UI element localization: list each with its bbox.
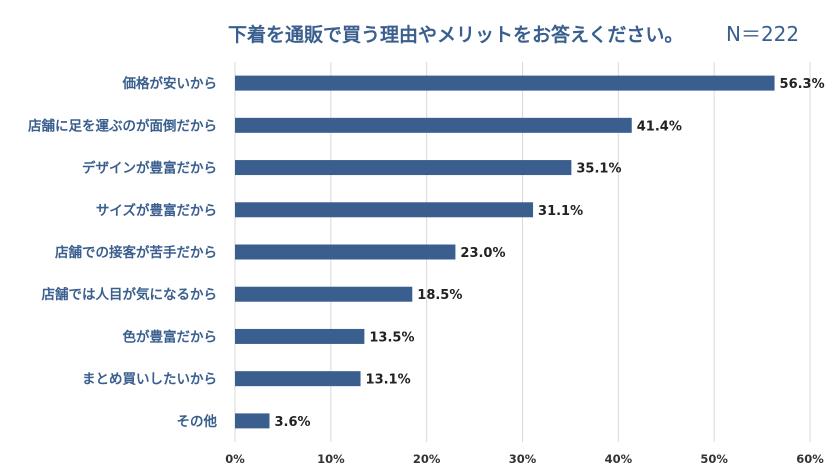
category-label: デザインが豊富だから bbox=[82, 160, 217, 177]
value-label: 31.1% bbox=[538, 204, 583, 219]
x-tick-label: 20% bbox=[413, 452, 441, 466]
value-label: 41.4% bbox=[637, 119, 682, 134]
x-tick-label: 10% bbox=[317, 452, 345, 466]
category-label: 店舗では人目が気になるから bbox=[42, 286, 218, 303]
bar bbox=[235, 371, 361, 387]
category-label: 色が豊富だから bbox=[123, 328, 218, 345]
bar bbox=[235, 202, 534, 218]
category-label: 価格が安いから bbox=[122, 75, 218, 92]
x-tick-label: 0% bbox=[225, 452, 245, 466]
bar bbox=[235, 75, 775, 91]
chart-title: 下着を通販で買う理由やメリットをお答えください。 bbox=[228, 24, 684, 46]
bar bbox=[235, 286, 413, 302]
category-label: その他 bbox=[177, 413, 218, 430]
sample-size: N＝222 bbox=[726, 22, 800, 46]
category-labels: 価格が安いから店舗に足を運ぶのが面倒だからデザインが豊富だからサイズが豊富だから… bbox=[28, 75, 217, 430]
x-tick-label: 40% bbox=[605, 452, 633, 466]
bar bbox=[235, 328, 365, 344]
value-label: 56.3% bbox=[780, 77, 825, 92]
category-label: サイズが豊富だから bbox=[96, 202, 217, 219]
value-label: 3.6% bbox=[275, 415, 311, 430]
bars bbox=[235, 75, 775, 429]
bar bbox=[235, 413, 270, 429]
value-label: 18.5% bbox=[417, 288, 462, 303]
category-label: 店舗に足を運ぶのが面倒だから bbox=[28, 117, 217, 134]
bar bbox=[235, 244, 456, 260]
value-label: 23.0% bbox=[460, 246, 505, 261]
value-label: 13.1% bbox=[366, 373, 411, 388]
x-tick-label: 60% bbox=[796, 452, 824, 466]
value-labels: 56.3% 41.4% 35.1% 31.1% 23.0% 18.5% 13.5% 13.1%… bbox=[275, 77, 825, 430]
x-tick-label: 50% bbox=[700, 452, 728, 466]
title-row: 下着を通販で買う理由やメリットをお答えください。 N＝222 bbox=[0, 10, 840, 50]
category-label: まとめ買いしたいから bbox=[82, 372, 217, 388]
value-label: 13.5% bbox=[369, 330, 414, 345]
bar bbox=[235, 160, 572, 176]
category-label: 店舗での接客が苦手だから bbox=[55, 244, 217, 261]
x-tick-label: 30% bbox=[509, 452, 537, 466]
value-label: 35.1% bbox=[576, 162, 621, 177]
x-axis-ticks: 0% 10% 20% 30% 40% 50% 60% bbox=[225, 452, 824, 466]
bar bbox=[235, 117, 632, 133]
